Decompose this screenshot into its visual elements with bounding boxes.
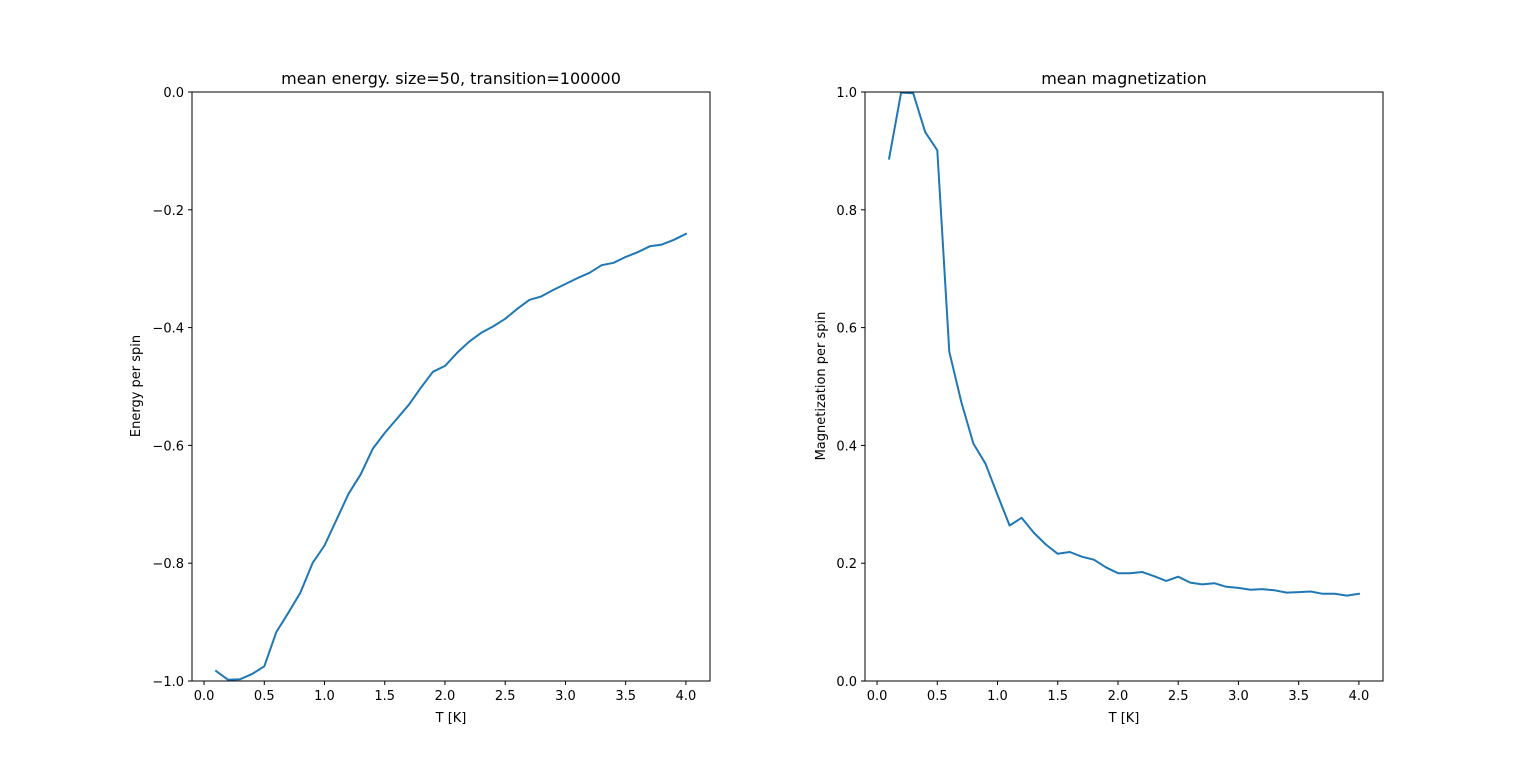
chart-title: mean energy. size=50, transition=100000 <box>281 69 621 88</box>
plot-frame <box>864 91 1384 682</box>
y-tick-label: −0.2 <box>152 204 184 219</box>
x-tick-label: 0.5 <box>254 689 275 704</box>
y-tick-label: 0.2 <box>836 557 857 572</box>
x-tick-label: 3.0 <box>1228 689 1249 704</box>
x-tick-label: 0.0 <box>867 689 888 704</box>
x-tick-label: 0.0 <box>194 689 215 704</box>
x-tick-label: 2.5 <box>1168 689 1189 704</box>
x-tick-label: 3.0 <box>555 689 576 704</box>
series-line <box>214 232 688 681</box>
x-tick-label: 3.5 <box>1288 689 1309 704</box>
x-tick-label: 3.5 <box>615 689 636 704</box>
x-tick-label: 1.0 <box>987 689 1008 704</box>
y-tick-label: −0.8 <box>152 557 184 572</box>
y-axis-label: Energy per spin <box>129 335 144 437</box>
plot-lines <box>887 91 1361 597</box>
y-tick-label: 0.0 <box>836 675 857 690</box>
x-tick-label: 2.0 <box>1108 689 1129 704</box>
x-axis-label: T [K] <box>1108 711 1140 726</box>
y-tick-label: −1.0 <box>152 675 184 690</box>
x-tick-label: 1.5 <box>374 689 395 704</box>
plot-lines <box>214 232 688 681</box>
x-tick-label: 2.5 <box>495 689 516 704</box>
x-tick-label: 1.5 <box>1047 689 1068 704</box>
y-tick-label: 0.8 <box>836 204 857 219</box>
series-line <box>887 91 1361 597</box>
axis-ticks: 0.0 0.5 1.0 1.5 2.0 2.5 3.0 3.5 4.0 −1.0 −0.8 −0.6 −… <box>152 86 696 704</box>
x-tick-label: 1.0 <box>314 689 335 704</box>
y-tick-label: 1.0 <box>836 86 857 101</box>
chart-title: mean magnetization <box>1041 69 1207 88</box>
x-tick-label: 2.0 <box>435 689 456 704</box>
energy-chart: mean energy. size=50, transition=100000 … <box>129 69 711 726</box>
x-tick-label: 4.0 <box>676 689 697 704</box>
x-tick-label: 0.5 <box>927 689 948 704</box>
magnetization-chart: mean magnetization T [K] Magnetization p… <box>814 69 1384 726</box>
y-tick-label: 0.6 <box>836 322 857 337</box>
axis-ticks: 0.0 0.5 1.0 1.5 2.0 2.5 3.0 3.5 4.0 0.0 0.2 0.4 0.6 0… <box>836 86 1369 704</box>
x-tick-label: 4.0 <box>1349 689 1370 704</box>
x-axis-label: T [K] <box>435 711 467 726</box>
y-tick-label: 0.0 <box>163 86 184 101</box>
plot-frame <box>191 91 711 682</box>
y-tick-label: −0.6 <box>152 439 184 454</box>
y-tick-label: 0.4 <box>836 439 857 454</box>
y-tick-label: −0.4 <box>152 322 184 337</box>
y-axis-label: Magnetization per spin <box>814 312 829 461</box>
